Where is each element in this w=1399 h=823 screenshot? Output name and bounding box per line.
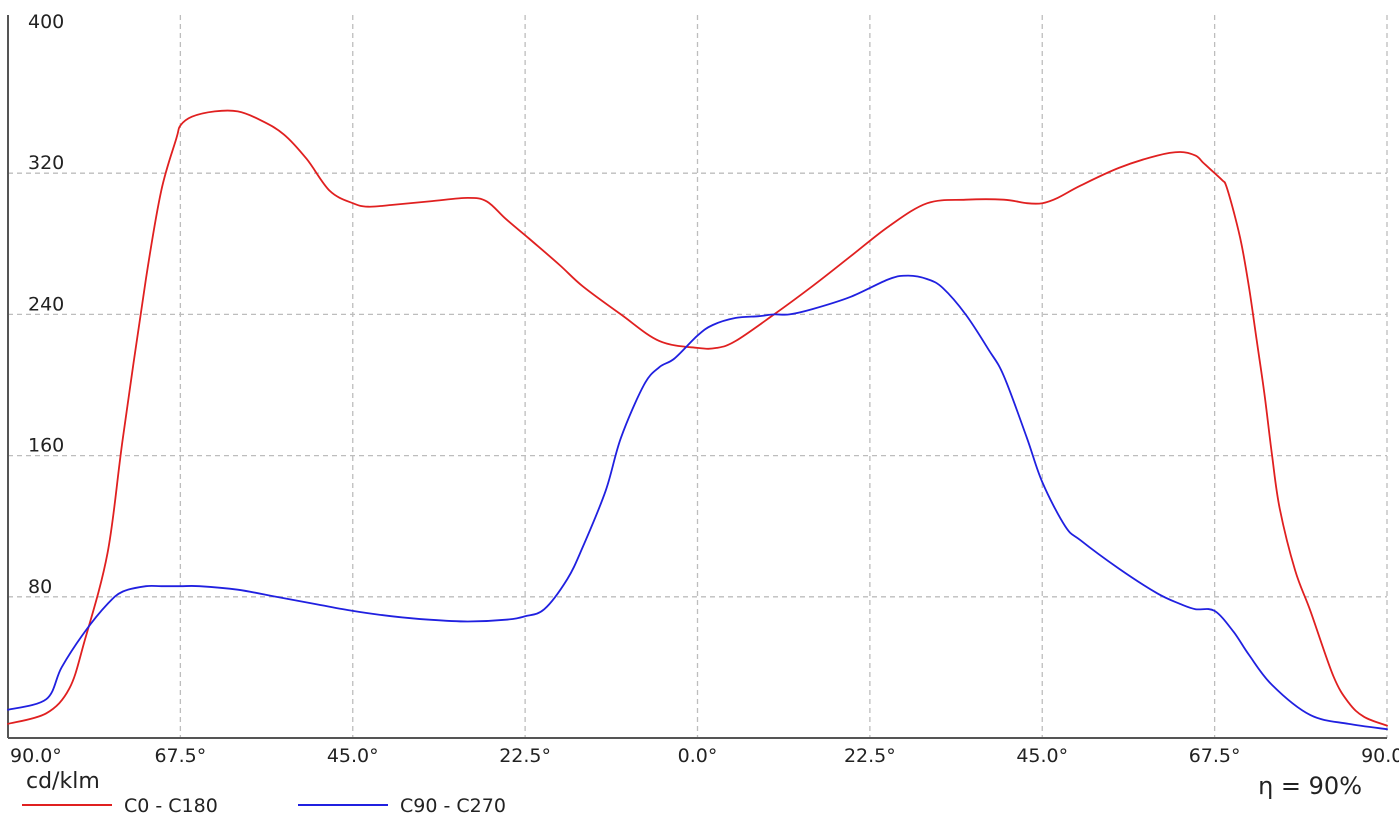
- legend-label-c0-c180: C0 - C180: [124, 795, 218, 817]
- y-tick-labels: 80 160 240 320 400: [28, 11, 64, 598]
- x-tick-label: 45.0°: [1016, 745, 1068, 767]
- series-line-c90-c270: [7, 274, 1388, 731]
- y-tick-label: 240: [28, 293, 64, 315]
- x-tick-labels: 90.0° 67.5° 45.0° 22.5° 0.0° 22.5° 45.0° 67.5° 9…: [10, 745, 1399, 767]
- x-tick-label: 0.0°: [678, 745, 718, 767]
- efficiency-annotation: η = 90%: [1258, 772, 1362, 800]
- x-tick-label: 67.5°: [154, 745, 206, 767]
- series-lines: [7, 109, 1388, 731]
- x-tick-label: 45.0°: [327, 745, 379, 767]
- y-tick-label: 80: [28, 576, 52, 598]
- axes: [7, 15, 1387, 739]
- legend-label-c90-c270: C90 - C270: [400, 795, 506, 817]
- x-tick-label: 90.0°: [1361, 745, 1399, 767]
- y-tick-label: 320: [28, 152, 64, 174]
- legend: C0 - C180 C90 - C270: [22, 795, 506, 817]
- x-tick-label: 67.5°: [1189, 745, 1241, 767]
- y-tick-label: 160: [28, 435, 64, 457]
- y-tick-label: 400: [28, 11, 64, 33]
- grid: [8, 15, 1388, 738]
- series-line-c0-c180: [7, 109, 1388, 727]
- x-tick-label: 22.5°: [844, 745, 896, 767]
- x-tick-label: 22.5°: [499, 745, 551, 767]
- x-tick-label: 90.0°: [10, 745, 62, 767]
- y-unit-label: cd/klm: [26, 769, 100, 794]
